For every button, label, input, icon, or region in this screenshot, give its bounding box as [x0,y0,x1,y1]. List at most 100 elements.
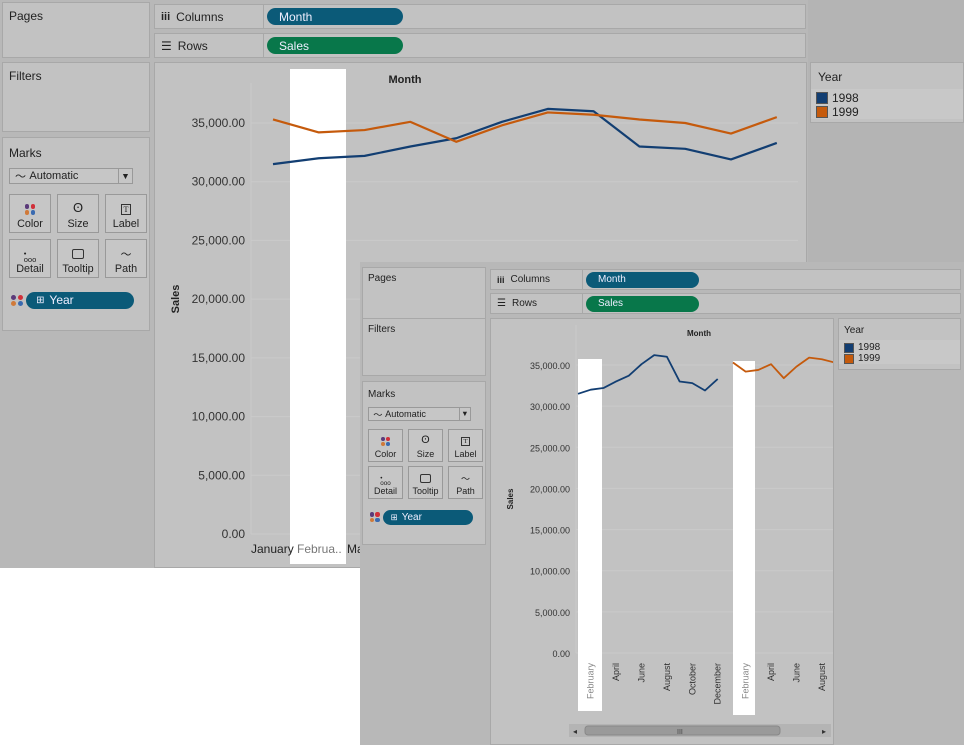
y-tick-label: 0.00 [222,527,246,541]
foreground-window: Pages Filters Marks 〜 Automatic ▼ Color … [360,262,964,745]
legend-item-1999[interactable]: 1999 [839,353,960,364]
size-button[interactable]: ʘ Size [57,194,99,234]
marks-title: Marks [368,389,396,400]
year-legend: Year 1998 1999 [810,62,964,123]
y-tick-label: 30,000.00 [192,175,246,189]
mark-type-dropdown[interactable]: 〜 Automatic ▼ [367,407,472,421]
path-button[interactable]: 〜 Path [448,466,483,499]
legend-swatch [816,106,828,118]
label-icon: T [120,201,132,218]
sales-line-chart: 0.00 5,000.00 10,000.00 15,000.00 20,000.00 2… [170,69,798,564]
grip-icon: III [677,729,683,736]
y-tick-label: 20,000.00 [530,484,570,494]
size-button[interactable]: ʘ Size [408,429,443,462]
y-tick-label: 10,000.00 [192,410,246,424]
y-axis-title: Sales [506,488,515,509]
legend-item-1999[interactable]: 1999 [811,105,963,119]
y-tick-label: 10,000.00 [530,567,570,577]
path-button[interactable]: 〜 Path [105,238,147,278]
legend-item-1998[interactable]: 1998 [839,342,960,353]
filters-panel[interactable]: Filters [362,318,486,376]
mark-type-dropdown[interactable]: 〜 Automatic ▼ [8,168,133,185]
highlight-bar [578,359,602,711]
chevron-down-icon[interactable]: ▼ [118,169,131,184]
scroll-right-icon: ▸ [822,727,826,736]
highlight-bar [733,361,755,715]
x-tick-label: February [741,663,751,700]
x-tick-label: August [662,663,672,692]
columns-label: Columns [510,274,550,285]
columns-shelf[interactable]: iii Columns Month [154,4,806,29]
expand-icon: ⊞ [36,294,45,306]
rows-label: Rows [177,38,208,53]
label-button[interactable]: T Label [448,429,483,462]
color-icon [24,201,36,218]
legend-swatch [844,353,854,364]
filters-title: Filters [368,324,396,335]
line-mark-icon: 〜 [15,171,27,184]
x-tick-label: Ma [347,542,364,556]
color-icon [370,512,380,523]
color-button[interactable]: Color [368,429,403,462]
detail-icon: • ooo [380,474,391,487]
x-tick-label: April [611,663,621,681]
path-icon: 〜 [120,248,132,261]
x-tick-label: June [791,663,801,683]
size-icon: ʘ [72,200,84,216]
year-legend: Year 1998 1999 [838,318,961,370]
y-tick-label: 35,000.00 [530,361,570,371]
columns-icon: iii [161,10,171,23]
month-pill[interactable]: Month [586,271,699,288]
blank-area [0,568,360,745]
sales-pill[interactable]: Sales [586,295,699,312]
year-pill[interactable]: ⊞ Year [382,510,473,525]
mark-type-value: Automatic [385,408,426,419]
series-line-1999 [272,111,778,143]
x-tick-label: February [586,663,596,700]
x-tick-label: January [251,542,294,556]
size-icon: ʘ [421,434,430,447]
color-button[interactable]: Color [9,194,51,234]
filters-title: Filters [9,69,42,83]
chevron-down-icon[interactable]: ▼ [458,408,470,420]
rows-shelf[interactable]: ☰ Rows Sales [154,33,806,58]
tooltip-button[interactable]: Tooltip [408,466,443,499]
chart-title: Month [687,329,711,338]
filters-panel[interactable]: Filters [2,62,150,132]
pages-title: Pages [368,273,397,284]
chart-title: Month [389,74,422,86]
detail-button[interactable]: • ooo Detail [368,466,403,499]
scroll-left-icon: ◂ [573,727,577,736]
x-tick-label: June [637,663,647,683]
color-icon [381,434,390,448]
chart-view: 0.00 5,000.00 10,000.00 15,000.00 20,000.00 2… [490,318,834,745]
x-tick-label: August [817,663,827,692]
y-tick-label: 20,000.00 [192,292,246,306]
y-tick-label: 5,000.00 [535,608,570,618]
color-icon [11,294,23,307]
pages-title: Pages [9,9,44,23]
year-pill[interactable]: ⊞ Year [26,291,135,309]
legend-swatch [844,342,854,353]
sales-pill[interactable]: Sales [267,37,403,54]
month-pill[interactable]: Month [267,8,403,25]
rows-shelf[interactable]: ☰ Rows Sales [490,293,961,314]
tooltip-button[interactable]: Tooltip [57,238,99,278]
detail-icon: • ooo [23,248,37,264]
rows-icon: ☰ [497,298,506,309]
marks-panel: Marks 〜 Automatic ▼ Color ʘ Size T Label •… [362,381,486,545]
marks-title: Marks [9,146,42,161]
columns-shelf[interactable]: iii Columns Month [490,269,961,290]
path-icon: 〜 [460,474,470,484]
label-icon: T [461,434,470,448]
scrollbar-thumb[interactable] [584,725,781,736]
marks-panel: Marks 〜 Automatic ▼ Color ʘ Size T Label •… [2,137,150,331]
sales-line-chart: 0.00 5,000.00 10,000.00 15,000.00 20,000.00 2… [506,325,833,737]
detail-button[interactable]: • ooo Detail [9,238,51,278]
x-tick-label: December [713,663,723,705]
legend-swatch [816,92,828,104]
legend-item-1998[interactable]: 1998 [811,91,963,105]
y-tick-label: 15,000.00 [530,526,570,536]
pages-panel[interactable]: Pages [2,2,150,58]
label-button[interactable]: T Label [105,194,147,234]
